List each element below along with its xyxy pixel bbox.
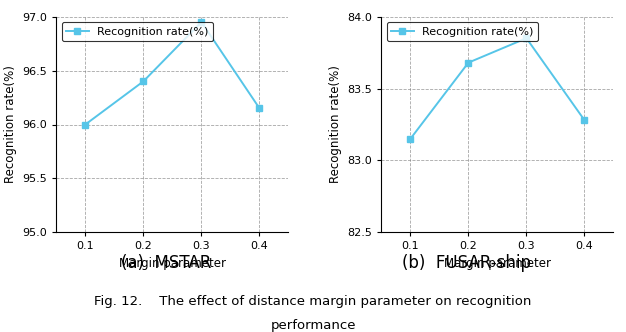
Recognition rate(%) bbox=[198, 20, 205, 24]
Line: Recognition rate(%): Recognition rate(%) bbox=[408, 35, 588, 142]
Recognition rate(%) bbox=[464, 61, 472, 65]
Recognition rate(%) bbox=[407, 137, 414, 141]
Legend: Recognition rate(%): Recognition rate(%) bbox=[62, 22, 213, 41]
Text: (a)  MSTAR: (a) MSTAR bbox=[121, 254, 211, 272]
X-axis label: Margin parameter: Margin parameter bbox=[444, 257, 551, 270]
Recognition rate(%) bbox=[255, 106, 263, 110]
Recognition rate(%) bbox=[523, 36, 530, 40]
Recognition rate(%) bbox=[81, 123, 89, 126]
Recognition rate(%) bbox=[581, 118, 588, 122]
Legend: Recognition rate(%): Recognition rate(%) bbox=[387, 22, 538, 41]
Recognition rate(%) bbox=[140, 79, 147, 83]
Y-axis label: Recognition rate(%): Recognition rate(%) bbox=[4, 65, 17, 184]
X-axis label: Margin parameter: Margin parameter bbox=[119, 257, 226, 270]
Text: performance: performance bbox=[270, 319, 356, 332]
Text: Fig. 12.    The effect of distance margin parameter on recognition: Fig. 12. The effect of distance margin p… bbox=[95, 295, 531, 308]
Line: Recognition rate(%): Recognition rate(%) bbox=[82, 19, 262, 127]
Text: (b)  FUSAR-ship: (b) FUSAR-ship bbox=[402, 254, 531, 272]
Y-axis label: Recognition rate(%): Recognition rate(%) bbox=[329, 65, 342, 184]
